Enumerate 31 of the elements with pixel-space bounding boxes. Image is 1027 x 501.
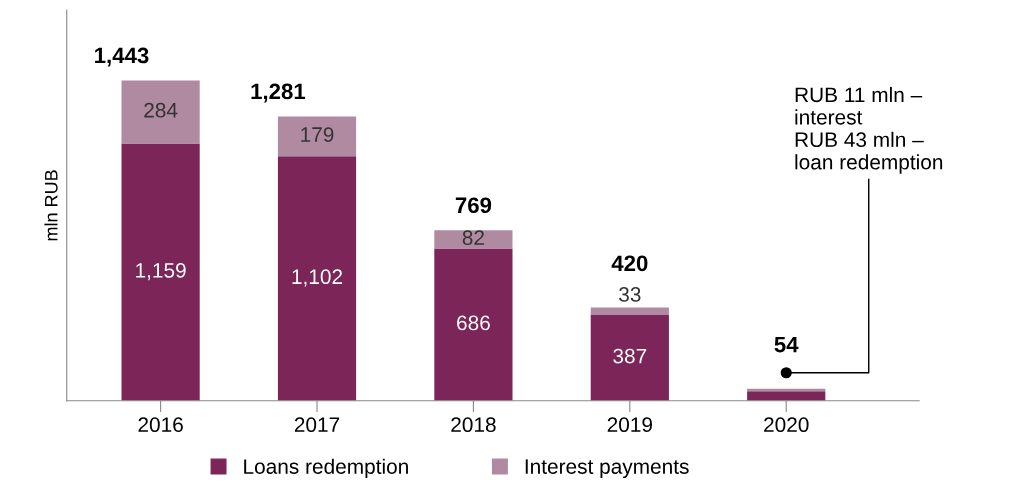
bar — [747, 391, 826, 401]
x-tick-label: 2019 — [607, 417, 652, 433]
x-tick-label: 2018 — [451, 417, 496, 433]
annotation: RUB 11 mln – interest RUB 43 mln – loan redemption — [795, 86, 943, 174]
total-label: 420 — [611, 255, 648, 272]
x-tick-label: 2016 — [138, 417, 183, 433]
data-label: 33 — [619, 287, 641, 302]
bar — [121, 143, 200, 401]
bar — [277, 156, 357, 401]
data-label: 82 — [462, 230, 484, 246]
total-label: 1,281 — [251, 83, 306, 103]
x-tick-label: 2017 — [294, 417, 340, 433]
bar — [590, 307, 669, 315]
data-label: 686 — [457, 315, 490, 331]
bar — [434, 230, 513, 249]
bar — [434, 248, 513, 401]
total-label: 1,443 — [95, 47, 149, 67]
legend-label: Interest payments — [525, 459, 689, 479]
total-label: 54 — [774, 336, 799, 353]
bar — [277, 116, 357, 157]
total-label: 769 — [455, 197, 492, 214]
bar — [590, 314, 669, 401]
data-label: 1,102 — [292, 269, 343, 287]
data-label: 284 — [144, 102, 178, 118]
x-tick-label: 2020 — [764, 417, 809, 433]
data-label: 387 — [613, 348, 647, 364]
data-label: 1,159 — [136, 263, 186, 281]
legend-label: Loans redemption — [244, 458, 408, 479]
data-label: 179 — [301, 127, 334, 142]
bar — [121, 80, 200, 144]
y-axis-title: mln RUB — [44, 170, 58, 241]
